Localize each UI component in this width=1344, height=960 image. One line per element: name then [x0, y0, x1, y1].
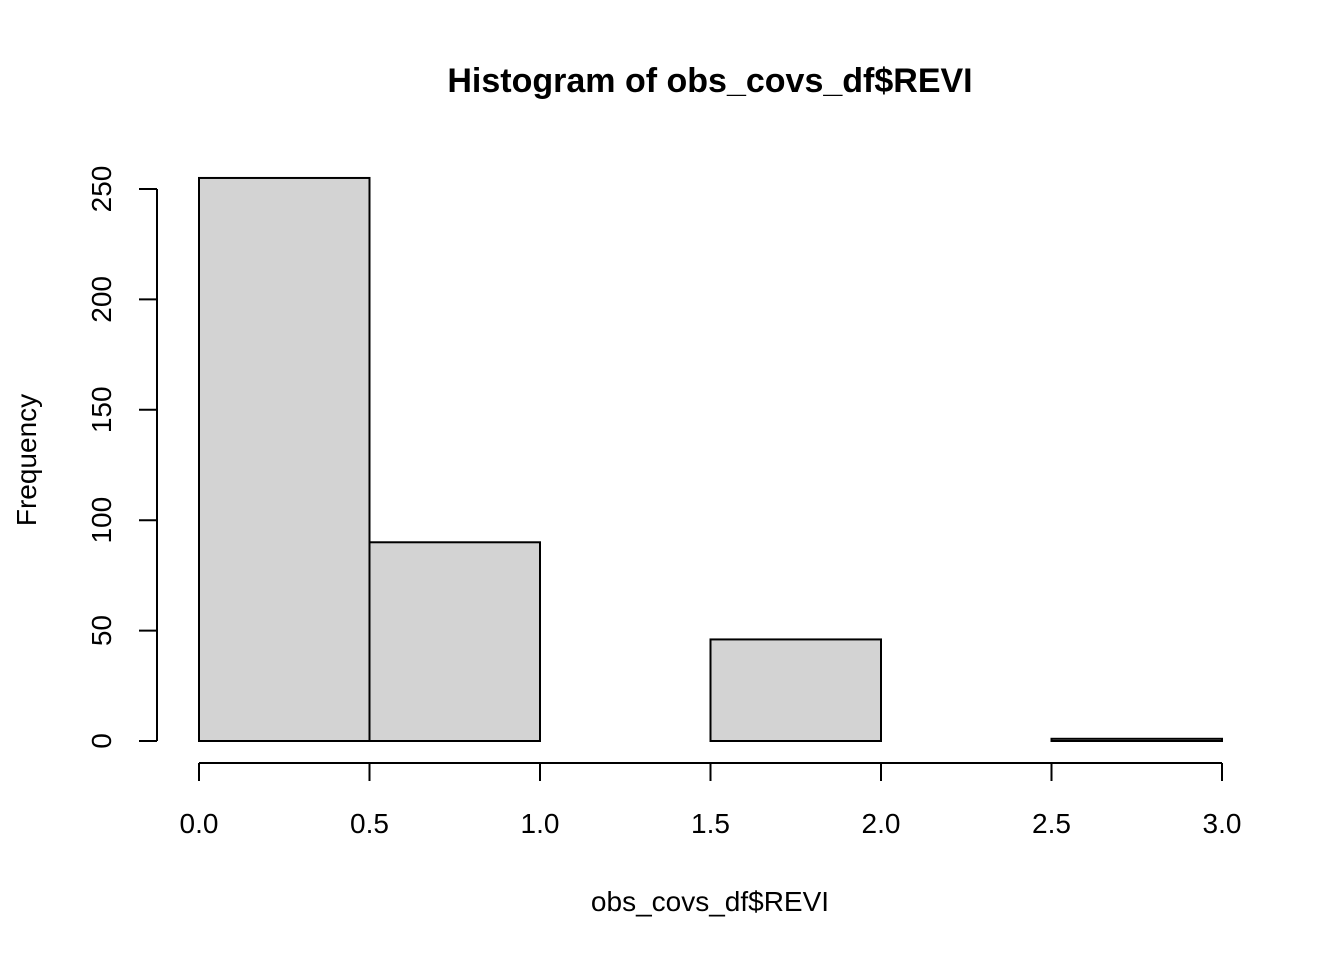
- y-axis: 0 50 100 150 200 250: [86, 166, 158, 749]
- x-axis-label: obs_covs_df$REVI: [591, 886, 829, 917]
- y-tick-label-3: 150: [86, 386, 117, 433]
- histogram-bar-1: [368, 541, 541, 743]
- x-axis: 0.0 0.5 1.0 1.5 2.0 2.5 3.0: [180, 762, 1242, 839]
- y-tick-label-4: 200: [86, 276, 117, 323]
- x-tick-label-6: 3.0: [1203, 808, 1242, 839]
- histogram-bar-3: [709, 638, 882, 743]
- x-tick-label-4: 2.0: [862, 808, 901, 839]
- histogram-bar-0: [198, 176, 371, 742]
- x-tick-label-0: 0.0: [180, 808, 219, 839]
- x-tick-label-2: 1.0: [521, 808, 560, 839]
- histogram-bars: [198, 176, 1223, 743]
- x-tick-label-1: 0.5: [350, 808, 389, 839]
- y-tick-label-1: 50: [86, 615, 117, 646]
- x-tick-label-5: 2.5: [1032, 808, 1071, 839]
- y-tick-label-2: 100: [86, 497, 117, 544]
- y-axis-label: Frequency: [11, 394, 42, 526]
- x-tick-label-3: 1.5: [691, 808, 730, 839]
- histogram-bar-5: [1050, 737, 1223, 742]
- y-tick-label-5: 250: [86, 166, 117, 213]
- y-tick-label-0: 0: [86, 733, 117, 749]
- chart-title: Histogram of obs_covs_df$REVI: [447, 62, 972, 100]
